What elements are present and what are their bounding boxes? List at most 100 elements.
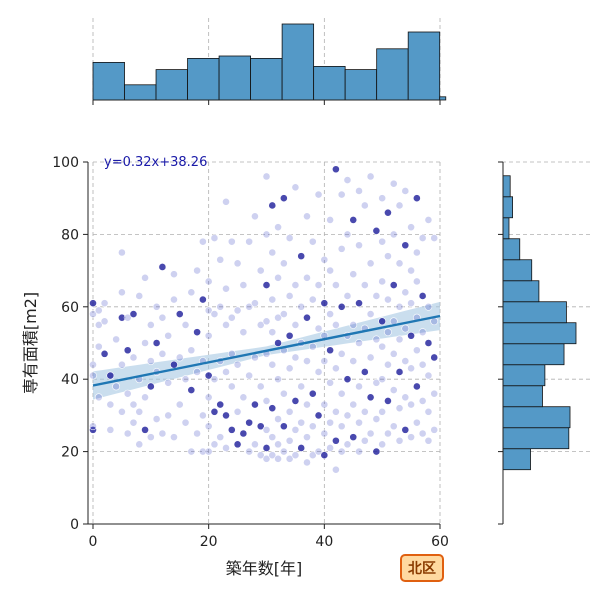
scatter-point	[343, 411, 352, 420]
scatter-point	[389, 179, 398, 188]
scatter-point	[424, 302, 433, 311]
marginal-x-bar	[407, 31, 441, 101]
scatter-point	[320, 299, 329, 308]
scatter-point	[355, 241, 363, 250]
scatter-point	[331, 281, 340, 289]
scatter-point	[285, 454, 294, 463]
scatter-point	[314, 447, 323, 456]
scatter-point	[251, 299, 259, 308]
scatter-point	[181, 375, 190, 384]
scatter-point	[337, 389, 346, 398]
scatter-point	[251, 400, 259, 409]
scatter-point	[395, 335, 404, 344]
scatter-point	[349, 216, 358, 224]
scatter-point	[384, 295, 392, 304]
scatter-point	[320, 451, 329, 460]
scatter-point	[407, 223, 415, 232]
scatter-point	[291, 451, 300, 460]
scatter-point	[303, 400, 311, 409]
scatter-point	[245, 447, 254, 456]
scatter-point	[314, 190, 323, 199]
scatter-point	[158, 313, 167, 322]
scatter-point	[349, 270, 358, 279]
scatter-point	[274, 339, 282, 347]
scatter-point	[187, 447, 196, 456]
scatter-point	[135, 407, 144, 416]
scatter-point	[274, 440, 282, 449]
scatter-point	[245, 302, 254, 311]
marginal-x-bar	[281, 23, 315, 101]
scatter-point	[297, 302, 306, 311]
scatter-point	[100, 299, 109, 308]
scatter-point	[430, 425, 439, 434]
scatter-point	[378, 237, 387, 246]
scatter-point	[146, 357, 155, 365]
scatter-point	[303, 357, 311, 365]
scatter-point	[308, 237, 317, 246]
scatter-point	[320, 357, 329, 365]
scatter-point	[164, 378, 173, 387]
scatter-point	[320, 255, 329, 264]
scatter-point	[210, 310, 219, 318]
y-tick-label: 80	[61, 227, 79, 243]
scatter-point	[378, 440, 387, 449]
scatter-point	[274, 313, 282, 322]
scatter-point	[395, 259, 404, 268]
scatter-point	[268, 248, 277, 257]
scatter-point	[198, 295, 207, 304]
scatter-point	[94, 393, 103, 402]
scatter-point	[279, 194, 288, 203]
scatter-point	[430, 389, 439, 398]
scatter-point	[222, 284, 230, 293]
scatter-point	[389, 349, 398, 358]
scatter-point	[187, 288, 196, 297]
scatter-point	[285, 331, 294, 340]
scatter-point	[222, 411, 230, 420]
scatter-point	[233, 306, 242, 315]
scatter-point	[193, 266, 201, 275]
scatter-point	[141, 273, 149, 282]
scatter-point	[118, 407, 126, 416]
scatter-point	[239, 393, 248, 402]
scatter-point	[314, 324, 323, 333]
scatter-point	[355, 418, 363, 427]
scatter-point	[164, 331, 173, 340]
marginal-y-bar	[502, 322, 577, 345]
scatter-point	[256, 422, 265, 431]
scatter-point	[222, 320, 230, 329]
scatter-point	[222, 444, 230, 452]
scatter-point	[343, 375, 352, 384]
marginal-x-histogram	[92, 23, 447, 105]
scatter-point	[251, 353, 259, 362]
scatter-point	[112, 335, 121, 344]
scatter-point	[366, 353, 375, 362]
scatter-point	[314, 368, 323, 376]
scatter-point	[94, 306, 103, 315]
marginal-y-bar	[502, 448, 531, 471]
scatter-point	[372, 335, 381, 344]
scatter-point	[343, 176, 352, 184]
scatter-point	[204, 331, 213, 340]
x-tick-label: 60	[431, 534, 449, 550]
scatter-point	[297, 382, 306, 391]
scatter-point	[262, 172, 271, 181]
scatter-point	[198, 447, 207, 456]
scatter-point	[331, 436, 340, 445]
scatter-point	[303, 313, 311, 322]
marginal-y-bar	[502, 280, 540, 303]
x-axis-label: 築年数[年]	[226, 559, 303, 578]
scatter-point	[297, 418, 306, 427]
scatter-point	[337, 190, 346, 199]
scatter-point	[430, 234, 439, 242]
scatter-point	[355, 382, 363, 391]
marginal-y-histogram	[498, 161, 577, 525]
scatter-point	[314, 281, 323, 289]
scatter-point	[308, 295, 317, 304]
marginal-x-bar	[187, 58, 220, 101]
scatter-point	[372, 226, 381, 235]
scatter-point	[407, 331, 415, 340]
scatter-point	[308, 422, 317, 431]
scatter-point	[222, 197, 230, 206]
scatter-point	[308, 389, 317, 398]
scatter-point	[170, 433, 178, 442]
